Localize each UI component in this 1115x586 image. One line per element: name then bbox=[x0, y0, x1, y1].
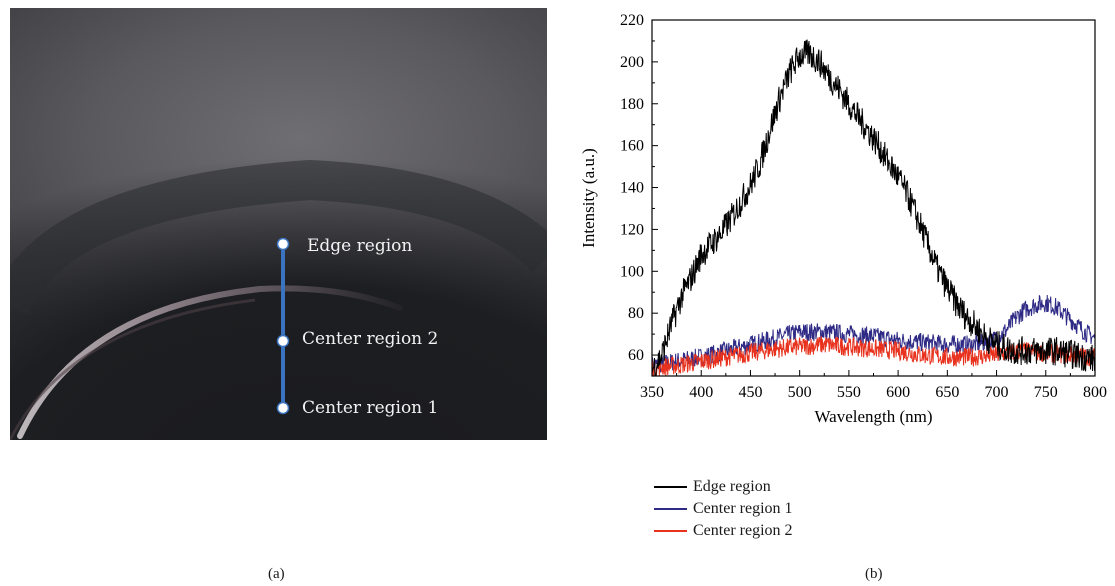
legend-swatch-center1 bbox=[654, 508, 687, 510]
x-tick-label: 800 bbox=[1083, 384, 1107, 401]
x-tick-label: 500 bbox=[788, 384, 812, 401]
series-line-edge-region bbox=[652, 39, 1095, 376]
legend-item-center2: Center region 2 bbox=[654, 520, 793, 542]
legend-label-center2: Center region 2 bbox=[693, 522, 793, 539]
center-region-1-dot bbox=[276, 401, 290, 415]
x-tick-label: 450 bbox=[738, 384, 762, 401]
center-region-2-label: Center region 2 bbox=[302, 329, 439, 349]
y-tick-label: 220 bbox=[620, 12, 644, 29]
caption-b: (b) bbox=[865, 566, 883, 582]
y-tick-label: 160 bbox=[620, 138, 644, 155]
photo-overlay bbox=[10, 159, 547, 440]
legend-item-edge: Edge region bbox=[654, 476, 793, 498]
y-axis-label: Intensity (a.u.) bbox=[579, 148, 598, 248]
legend-label-center1: Center region 1 bbox=[693, 500, 793, 517]
center-region-1-label: Center region 1 bbox=[302, 398, 439, 418]
legend-swatch-center2 bbox=[654, 530, 687, 532]
x-tick-label: 550 bbox=[837, 384, 861, 401]
legend-swatch-edge bbox=[654, 486, 687, 488]
x-tick-label: 600 bbox=[886, 384, 910, 401]
x-tick-label: 350 bbox=[640, 384, 664, 401]
dome-shadow bbox=[10, 159, 547, 316]
chart-legend: Edge region Center region 1 Center regio… bbox=[654, 476, 793, 542]
y-tick-label: 80 bbox=[628, 305, 644, 322]
x-tick-label: 700 bbox=[985, 384, 1009, 401]
y-tick-label: 60 bbox=[628, 347, 644, 364]
y-tick-label: 140 bbox=[620, 180, 644, 197]
x-tick-label: 750 bbox=[1034, 384, 1058, 401]
y-tick-label: 180 bbox=[620, 96, 644, 113]
x-axis-label: Wavelength (nm) bbox=[814, 407, 932, 426]
edge-region-dot bbox=[276, 237, 290, 251]
edge-region-label: Edge region bbox=[307, 236, 413, 256]
legend-label-edge: Edge region bbox=[693, 478, 771, 495]
legend-item-center1: Center region 1 bbox=[654, 498, 793, 520]
caption-a: (a) bbox=[268, 566, 285, 582]
y-tick-label: 100 bbox=[620, 263, 644, 280]
y-tick-label: 120 bbox=[620, 221, 644, 238]
y-tick-label: 200 bbox=[620, 54, 644, 71]
center-region-2-dot bbox=[276, 334, 290, 348]
x-tick-label: 650 bbox=[935, 384, 959, 401]
x-tick-label: 400 bbox=[689, 384, 713, 401]
microscope-photo: Edge region Center region 2 Center regio… bbox=[10, 8, 547, 440]
rim-shadow-arc bbox=[10, 298, 256, 440]
plot-frame bbox=[651, 19, 1096, 377]
